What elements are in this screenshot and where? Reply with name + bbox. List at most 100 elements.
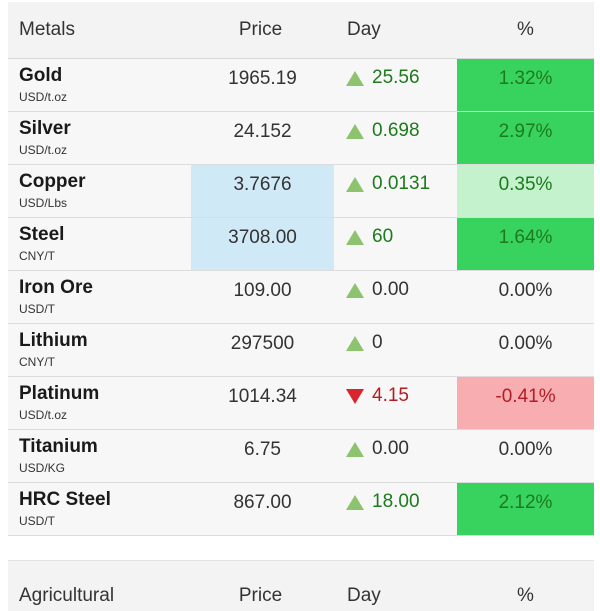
header-day[interactable]: Day <box>347 585 381 606</box>
up-arrow-icon <box>346 70 364 86</box>
commodity-name: Silver <box>19 118 71 139</box>
day-change-cell: 0.0131 <box>334 165 457 217</box>
day-change-cell: 0 <box>334 324 457 376</box>
commodity-name: Titanium <box>19 436 98 457</box>
day-change-value: 60 <box>372 226 394 247</box>
day-change-value: 25.56 <box>372 67 420 88</box>
commodity-cell: Platinum USD/t.oz <box>8 377 191 429</box>
commodity-unit: USD/t.oz <box>19 90 68 104</box>
percent-change-value: 0.00% <box>498 333 553 354</box>
percent-change-value: 2.12% <box>498 492 553 513</box>
percent-change-value: -0.41% <box>495 386 556 407</box>
up-arrow-icon <box>346 176 364 192</box>
commodity-name: Lithium <box>19 330 88 351</box>
price-cell: 109.00 <box>191 271 334 323</box>
commodity-unit: CNY/T <box>19 249 55 263</box>
price-cell: 1014.34 <box>191 377 334 429</box>
percent-change-cell: 2.97% <box>457 112 594 164</box>
commodity-unit: USD/T <box>19 514 55 528</box>
commodity-cell: Gold USD/t.oz <box>8 59 191 111</box>
price-cell: 3.7676 <box>191 165 334 217</box>
day-change-value: 4.15 <box>372 385 409 406</box>
commodity-unit: CNY/T <box>19 355 55 369</box>
percent-change-cell: 0.00% <box>457 271 594 323</box>
commodity-name: HRC Steel <box>19 489 111 510</box>
price-value: 3708.00 <box>228 227 297 248</box>
table-row-titanium[interactable]: Titanium USD/KG 6.75 0.00 0.00% <box>8 430 594 483</box>
table-row-hrc-steel[interactable]: HRC Steel USD/T 867.00 18.00 2.12% <box>8 483 594 536</box>
day-change-cell: 0.698 <box>334 112 457 164</box>
header-price[interactable]: Price <box>238 585 283 606</box>
agricultural-table: Agricultural Price Day % <box>8 560 594 611</box>
commodity-name: Iron Ore <box>19 277 93 298</box>
commodity-cell: Iron Ore USD/T <box>8 271 191 323</box>
down-arrow-icon <box>346 388 364 404</box>
metals-header: Metals Price Day % <box>8 2 594 59</box>
percent-change-value: 0.00% <box>498 280 553 301</box>
percent-change-cell: -0.41% <box>457 377 594 429</box>
price-value: 6.75 <box>244 439 281 460</box>
commodity-unit: USD/Lbs <box>19 196 68 210</box>
commodity-name: Gold <box>19 65 63 86</box>
price-cell: 3708.00 <box>191 218 334 270</box>
percent-change-cell: 0.35% <box>457 165 594 217</box>
day-change-value: 0 <box>372 332 383 353</box>
table-row-silver[interactable]: Silver USD/t.oz 24.152 0.698 2.97% <box>8 112 594 165</box>
day-change-cell: 0.00 <box>334 430 457 482</box>
price-cell: 297500 <box>191 324 334 376</box>
price-value: 109.00 <box>233 280 292 301</box>
header-agricultural: Agricultural <box>19 585 115 606</box>
commodity-cell: Silver USD/t.oz <box>8 112 191 164</box>
up-arrow-icon <box>346 335 364 351</box>
agricultural-header: Agricultural Price Day % <box>8 561 594 611</box>
price-value: 1965.19 <box>228 68 297 89</box>
percent-change-cell: 0.00% <box>457 430 594 482</box>
commodity-cell: Steel CNY/T <box>8 218 191 270</box>
price-value: 297500 <box>230 333 295 354</box>
price-cell: 6.75 <box>191 430 334 482</box>
day-change-cell: 18.00 <box>334 483 457 535</box>
up-arrow-icon <box>346 494 364 510</box>
commodity-name: Platinum <box>19 383 100 404</box>
percent-change-cell: 0.00% <box>457 324 594 376</box>
day-change-cell: 4.15 <box>334 377 457 429</box>
percent-change-value: 1.32% <box>498 68 553 89</box>
up-arrow-icon <box>346 229 364 245</box>
price-value: 867.00 <box>233 492 292 513</box>
header-percent[interactable]: % <box>517 19 534 40</box>
commodity-unit: USD/t.oz <box>19 408 68 422</box>
up-arrow-icon <box>346 282 364 298</box>
day-change-cell: 60 <box>334 218 457 270</box>
commodity-cell: Titanium USD/KG <box>8 430 191 482</box>
percent-change-cell: 2.12% <box>457 483 594 535</box>
percent-change-value: 0.35% <box>498 174 553 195</box>
price-value: 3.7676 <box>233 174 292 195</box>
table-row-steel[interactable]: Steel CNY/T 3708.00 60 1.64% <box>8 218 594 271</box>
commodity-unit: USD/T <box>19 302 55 316</box>
table-row-iron-ore[interactable]: Iron Ore USD/T 109.00 0.00 0.00% <box>8 271 594 324</box>
header-day[interactable]: Day <box>347 19 381 40</box>
header-percent[interactable]: % <box>517 585 534 606</box>
up-arrow-icon <box>346 441 364 457</box>
header-price[interactable]: Price <box>238 19 283 40</box>
table-row-gold[interactable]: Gold USD/t.oz 1965.19 25.56 1.32% <box>8 59 594 112</box>
commodity-name: Copper <box>19 171 86 192</box>
price-cell: 867.00 <box>191 483 334 535</box>
price-value: 24.152 <box>233 121 292 142</box>
commodity-cell: Lithium CNY/T <box>8 324 191 376</box>
day-change-value: 18.00 <box>372 491 420 512</box>
price-value: 1014.34 <box>228 386 297 407</box>
metals-table: Metals Price Day % Gold USD/t.oz 1965.19… <box>8 2 594 536</box>
percent-change-value: 1.64% <box>498 227 553 248</box>
day-change-cell: 0.00 <box>334 271 457 323</box>
percent-change-value: 0.00% <box>498 439 553 460</box>
table-row-platinum[interactable]: Platinum USD/t.oz 1014.34 4.15 -0.41% <box>8 377 594 430</box>
percent-change-cell: 1.64% <box>457 218 594 270</box>
commodity-unit: USD/t.oz <box>19 143 68 157</box>
price-cell: 1965.19 <box>191 59 334 111</box>
day-change-value: 0.00 <box>372 438 409 459</box>
table-row-copper[interactable]: Copper USD/Lbs 3.7676 0.0131 0.35% <box>8 165 594 218</box>
percent-change-cell: 1.32% <box>457 59 594 111</box>
table-row-lithium[interactable]: Lithium CNY/T 297500 0 0.00% <box>8 324 594 377</box>
commodity-cell: Copper USD/Lbs <box>8 165 191 217</box>
